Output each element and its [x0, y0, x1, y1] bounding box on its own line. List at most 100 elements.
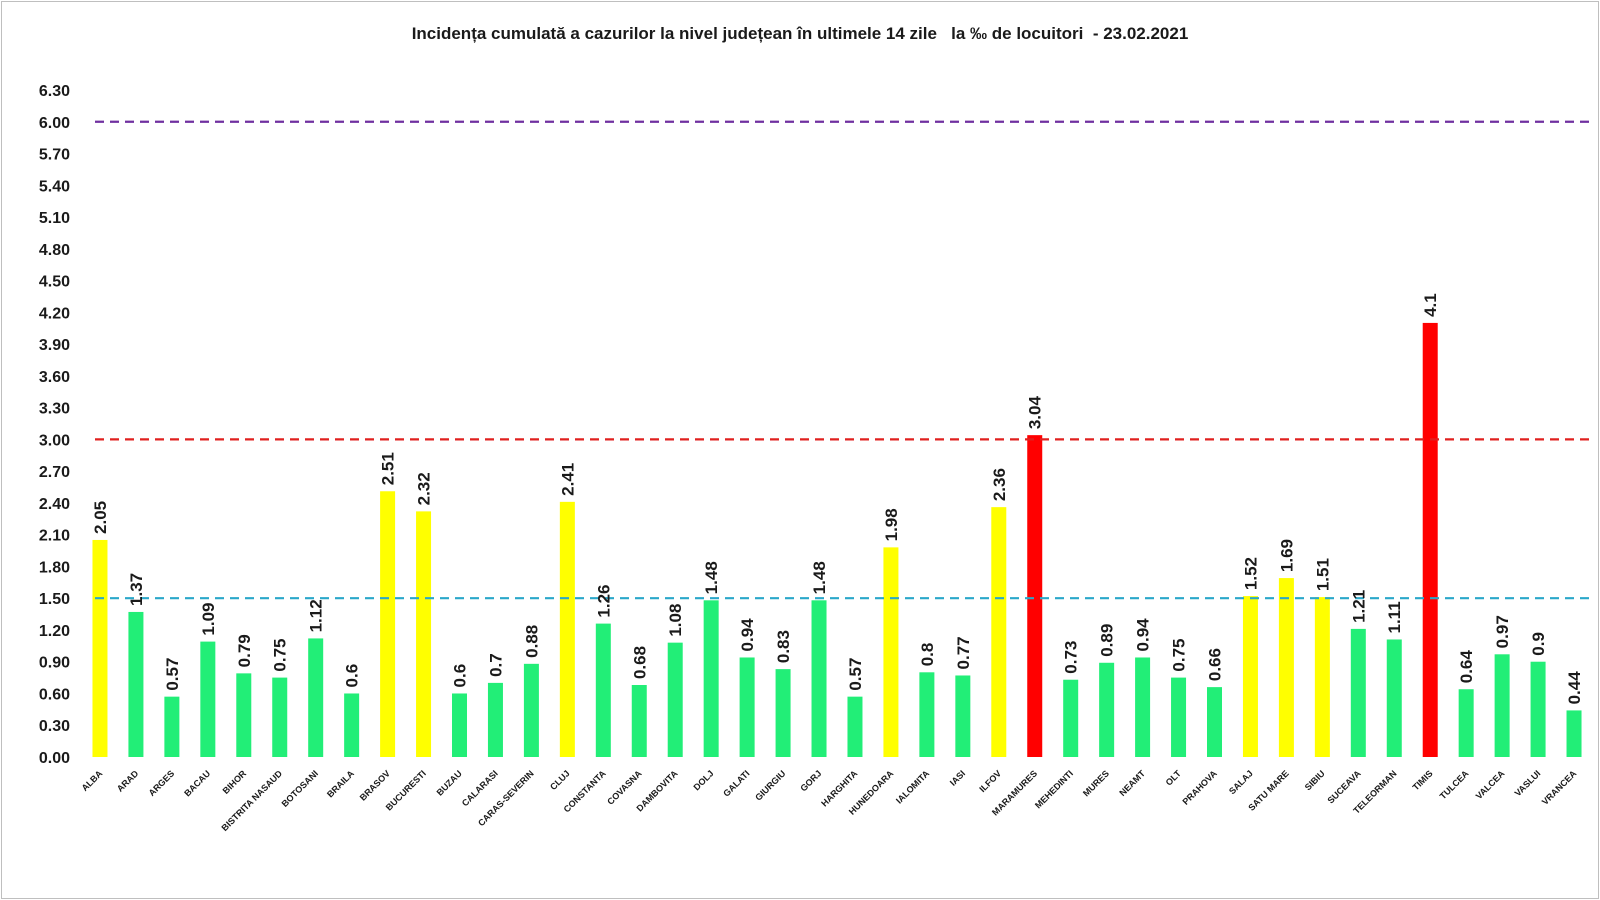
y-tick-label: 0.60 [39, 686, 70, 703]
bar [667, 642, 683, 757]
data-label: 1.08 [666, 604, 685, 637]
y-tick-label: 2.10 [39, 528, 70, 545]
data-label: 0.89 [1098, 624, 1117, 657]
data-label: 2.36 [990, 468, 1009, 501]
x-tick-label: ARGES [147, 768, 177, 798]
x-tick-label: BRAILA [325, 768, 356, 799]
bar [272, 677, 288, 757]
data-label: 0.97 [1493, 615, 1512, 648]
x-tick-label: COVASNA [605, 768, 644, 807]
bar [380, 491, 396, 757]
x-tick-label: GORJ [798, 768, 823, 793]
y-tick-label: 3.30 [39, 401, 70, 418]
y-tick-label: 2.40 [39, 496, 70, 513]
data-label: 0.66 [1206, 648, 1225, 681]
data-label: 0.44 [1565, 671, 1584, 705]
data-label: 2.41 [558, 463, 577, 496]
bar [1063, 679, 1079, 757]
bar [487, 682, 503, 757]
data-label: 2.51 [379, 452, 398, 485]
bar [1099, 662, 1115, 757]
x-tick-label: SALAJ [1227, 768, 1255, 796]
x-tick-label: PRAHOVA [1180, 768, 1219, 807]
bar [416, 511, 432, 757]
data-label: 0.73 [1062, 641, 1081, 674]
data-label: 0.94 [738, 618, 757, 652]
bar [1458, 689, 1474, 757]
x-tick-label: BOTOSANI [280, 768, 321, 809]
y-tick-label: 0.90 [39, 655, 70, 672]
bar [919, 672, 935, 757]
data-label: 0.68 [630, 646, 649, 679]
bar [1350, 628, 1366, 757]
x-tick-label: DOLJ [692, 768, 716, 792]
data-label: 0.83 [774, 630, 793, 663]
data-label: 1.48 [810, 561, 829, 594]
data-label: 0.8 [918, 643, 937, 667]
x-tick-label: CLUJ [548, 768, 572, 792]
bar [164, 696, 180, 757]
x-tick-label: GIURGIU [753, 768, 787, 802]
data-label: 0.77 [954, 636, 973, 669]
x-tick-label: NEAMT [1117, 768, 1147, 798]
data-label: 0.6 [451, 664, 470, 688]
y-tick-label: 5.40 [39, 178, 70, 195]
y-tick-label: 0.30 [39, 718, 70, 735]
data-label: 2.05 [91, 501, 110, 534]
bar [1207, 687, 1222, 757]
y-tick-label: 3.00 [39, 432, 70, 449]
data-label: 0.88 [522, 625, 541, 658]
bar [236, 673, 252, 757]
x-tick-label: OLT [1164, 768, 1184, 788]
data-label: 1.48 [702, 561, 721, 594]
y-tick-label: 6.00 [39, 115, 70, 132]
bar [811, 600, 827, 757]
x-tick-label: VALCEA [1474, 768, 1507, 801]
data-label: 0.75 [1170, 639, 1189, 672]
data-label: 1.69 [1277, 539, 1296, 572]
data-label: 1.52 [1241, 557, 1260, 590]
x-tick-label: ALBA [80, 768, 105, 793]
data-label: 0.57 [846, 658, 865, 691]
y-tick-label: 1.80 [39, 559, 70, 576]
x-tick-label: VASLUI [1513, 768, 1543, 798]
bar [1530, 661, 1546, 757]
y-tick-label: 3.60 [39, 369, 70, 386]
bar [1386, 639, 1402, 757]
bar [1566, 710, 1582, 757]
x-tick-label: SUCEAVA [1325, 768, 1363, 806]
data-label: 1.37 [127, 573, 146, 606]
y-tick-label: 0.00 [39, 750, 70, 767]
x-tick-label: GALATI [721, 768, 751, 798]
data-label: 0.64 [1457, 650, 1476, 684]
y-tick-label: 5.70 [39, 147, 70, 164]
y-tick-label: 1.20 [39, 623, 70, 640]
y-tick-label: 4.80 [39, 242, 70, 259]
data-label: 1.98 [882, 508, 901, 541]
y-tick-label: 2.70 [39, 464, 70, 481]
bar [991, 507, 1007, 757]
data-label: 0.75 [271, 639, 290, 672]
x-tick-label: MEHEDINTI [1033, 768, 1075, 810]
bar [1135, 657, 1151, 757]
bar [883, 547, 899, 757]
data-label: 2.32 [415, 472, 434, 505]
data-label: 3.04 [1026, 396, 1045, 430]
y-tick-label: 6.30 [39, 83, 70, 100]
bar [452, 693, 467, 757]
x-tick-label: TULCEA [1438, 768, 1471, 801]
y-tick-label: 4.20 [39, 305, 70, 322]
bar [344, 693, 360, 757]
bar [1027, 435, 1043, 757]
chart-title: Incidența cumulată a cazurilor la nivel … [411, 24, 1189, 43]
x-tick-label: TIMIS [1411, 768, 1435, 792]
x-tick-label: IASI [948, 768, 967, 787]
bar [703, 600, 719, 757]
x-tick-label: IALOMITA [894, 768, 932, 806]
bar [595, 623, 611, 757]
x-tick-label: BISTRITA NASAUD [219, 768, 284, 833]
x-tick-label: BACAU [182, 768, 212, 798]
x-tick-label: BIHOR [221, 768, 249, 796]
